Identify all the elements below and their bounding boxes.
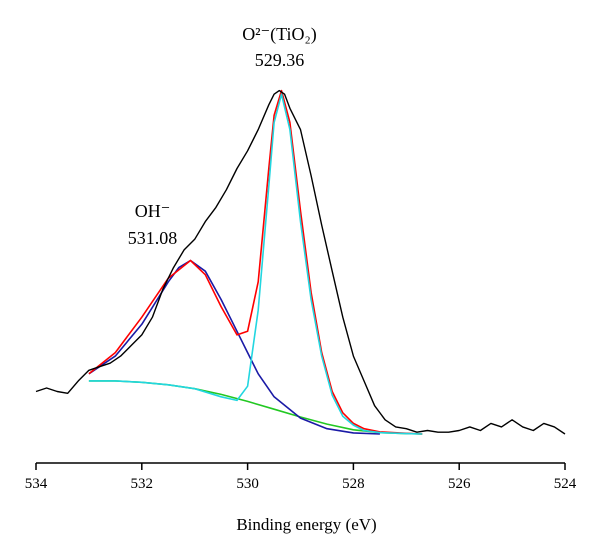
x-axis-label: Binding energy (eV): [236, 515, 376, 534]
peak-label-name: O²⁻(TiO₂): [242, 24, 317, 45]
series-OH-component: [88, 259, 380, 435]
peak-label-value: 529.36: [255, 50, 305, 70]
x-tick-label: 526: [448, 476, 471, 492]
x-tick-label: 534: [25, 476, 48, 492]
x-axis-ticks: 534 532 530 528 526 524: [25, 463, 577, 492]
series-raw-spectrum: [35, 89, 566, 435]
peak-label-value: 531.08: [128, 228, 178, 248]
x-tick-label: 530: [236, 476, 259, 492]
peak-label-name: OH⁻: [135, 201, 171, 221]
series-fit-envelope: [88, 89, 423, 435]
peak-annotations: O²⁻(TiO₂) 529.36 OH⁻ 531.08: [128, 24, 317, 248]
x-tick-label: 532: [131, 476, 154, 492]
series-layer: [35, 89, 566, 435]
series-O2-(TiO2)-component: [88, 93, 423, 435]
series-background: [88, 380, 423, 435]
x-tick-label: 528: [342, 476, 365, 492]
x-tick-label: 524: [554, 476, 577, 492]
